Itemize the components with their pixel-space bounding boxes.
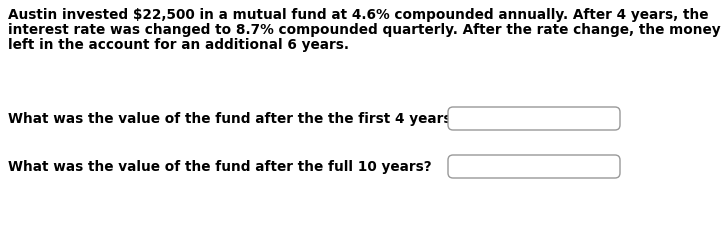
Text: interest rate was changed to 8.7% compounded quarterly. After the rate change, t: interest rate was changed to 8.7% compou… [8,23,725,37]
Text: Austin invested $22,500 in a mutual fund at 4.6% compounded annually. After 4 ye: Austin invested $22,500 in a mutual fund… [8,8,708,22]
Text: left in the account for an additional 6 years.: left in the account for an additional 6 … [8,38,349,52]
Text: What was the value of the fund after the the first 4 years?: What was the value of the fund after the… [8,112,460,126]
FancyBboxPatch shape [448,155,620,178]
FancyBboxPatch shape [448,107,620,130]
Text: What was the value of the fund after the full 10 years?: What was the value of the fund after the… [8,160,431,174]
